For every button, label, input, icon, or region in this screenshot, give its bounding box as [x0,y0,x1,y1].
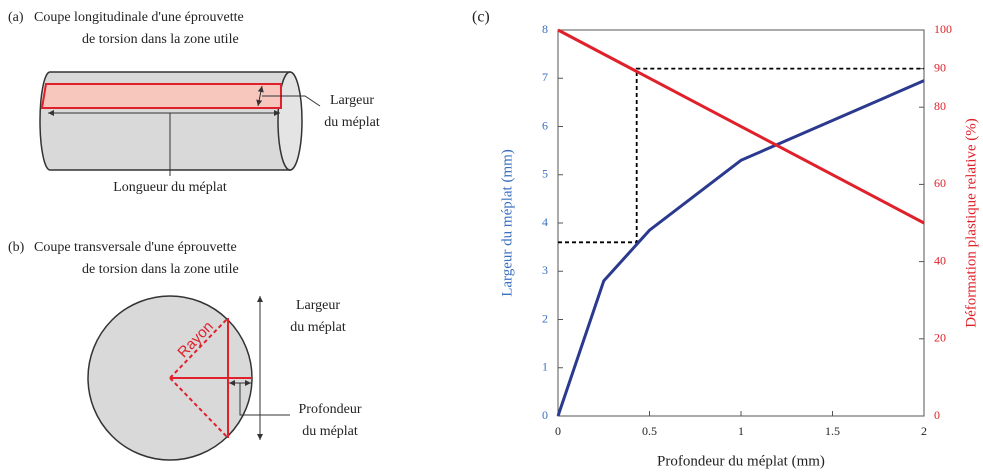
chart: (c) 0 0.5 1 1.5 201234567802040608090100Prof… [472,9,979,470]
y-tick-label: 5 [542,167,548,181]
y2-tick-label: 60 [934,176,946,190]
y-tick-label: 8 [542,22,548,36]
leader [262,95,321,107]
reference-line [558,67,924,244]
y2-tick-label: 80 [934,99,946,113]
diagram-b: (b) Coupe transversale d'une éprouvette … [8,240,362,461]
width-label: Largeur [296,298,340,313]
plot-frame [557,29,925,417]
y2-tick-label: 40 [934,253,946,267]
depth-label: Profondeur [299,402,362,417]
x-tick-label: 1 [738,424,744,438]
width-arrow [256,85,264,107]
y-axis-label: Largeur du méplat (mm) [499,149,515,297]
y-tick-label: 4 [542,215,548,229]
y2-tick-label: 0 [934,408,940,422]
panel-label: (c) [472,9,490,26]
y-tick-label: 2 [542,311,548,325]
y2-tick-label: 100 [934,22,952,36]
y-tick-label: 1 [542,360,548,374]
panel-label: (a) [8,10,24,25]
leader [239,383,290,416]
title-line: Coupe longitudinale d'une éprouvette [34,10,244,25]
x-axis-label: Profondeur du méplat (mm) [657,453,825,469]
title-line: de torsion dans la zone utile [82,32,239,47]
y-tick-label: 7 [542,70,548,84]
x-tick-label: 2 [921,424,927,438]
length-label: Longueur du méplat [113,180,227,195]
y-tick-label: 0 [542,408,548,422]
x-tick-label: 1.5 [825,424,840,438]
panel-label: (b) [8,240,25,255]
x-tick-label: 0 [555,424,561,438]
y-tick-label: 6 [542,118,548,132]
y2-tick-label: 20 [934,331,946,345]
title-line: Coupe transversale d'une éprouvette [34,240,237,255]
title-line: de torsion dans la zone utile [82,262,239,277]
diagram-a: (a) Coupe longitudinale d'une éprouvette… [8,10,380,195]
series-line [557,28,925,225]
width-label: du méplat [324,115,380,130]
y-tick-label: 3 [542,263,548,277]
flat [40,83,282,109]
width-label: Largeur [330,93,374,108]
depth-label: du méplat [302,424,358,439]
series-line [556,79,925,417]
y2-tick-label: 90 [934,60,946,74]
width-label: du méplat [290,320,346,335]
y2-axis-label: Déformation plastique relative (%) [963,118,979,328]
x-tick-label: 0.5 [642,424,657,438]
